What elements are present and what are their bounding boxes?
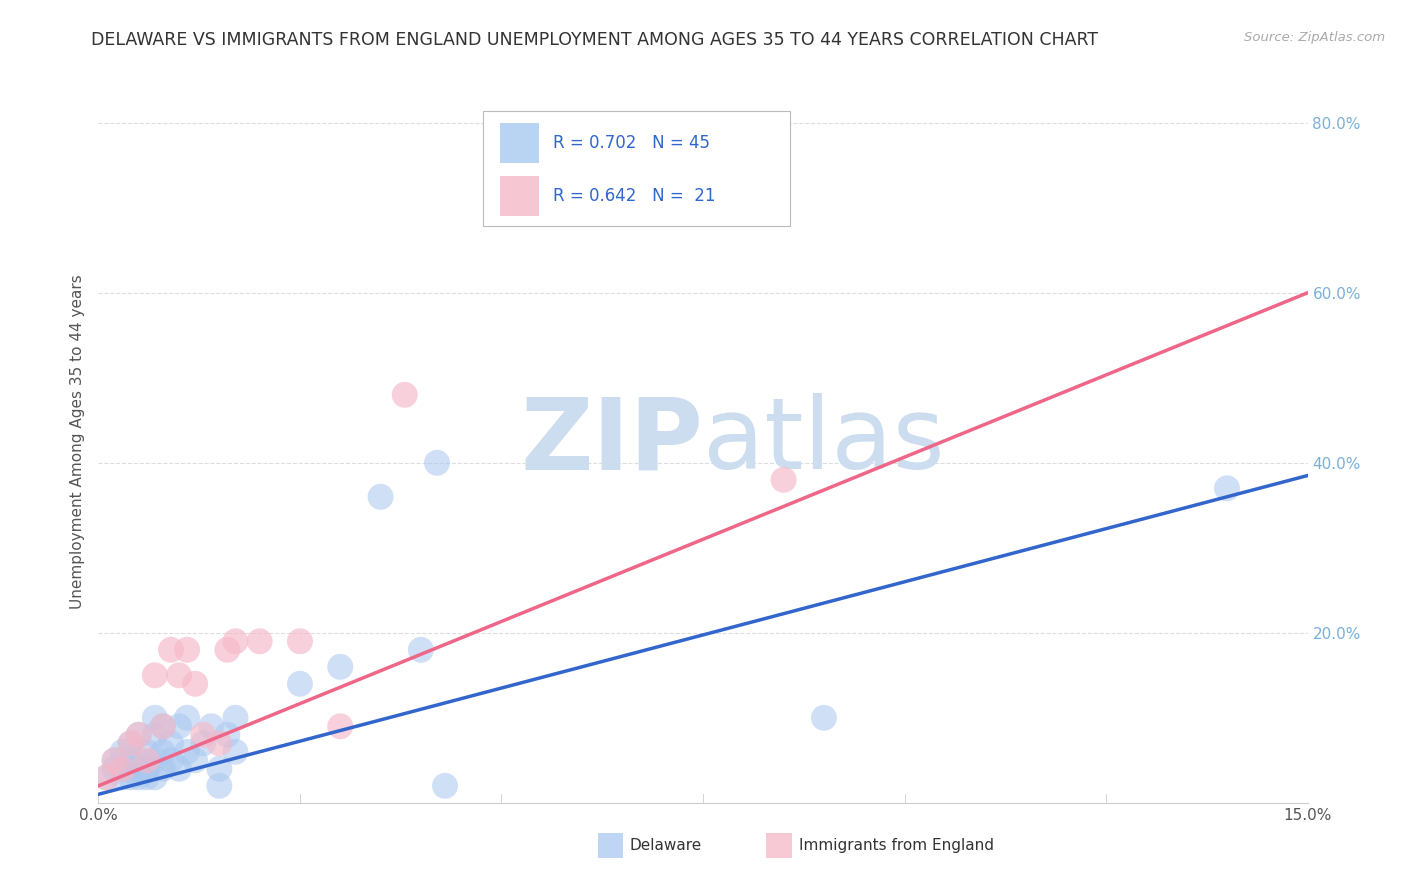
Point <box>152 762 174 776</box>
Point <box>772 473 794 487</box>
Point <box>176 642 198 657</box>
Point <box>167 762 190 776</box>
Point <box>160 753 183 767</box>
Point <box>128 728 150 742</box>
Point <box>143 770 166 784</box>
Text: Immigrants from England: Immigrants from England <box>799 838 994 853</box>
Point <box>426 456 449 470</box>
Point <box>103 762 125 776</box>
Point <box>152 719 174 733</box>
Text: atlas: atlas <box>703 393 945 490</box>
Point <box>143 668 166 682</box>
Point <box>176 711 198 725</box>
Point <box>135 753 157 767</box>
Point <box>128 762 150 776</box>
Point <box>160 642 183 657</box>
Point <box>167 719 190 733</box>
Point <box>434 779 457 793</box>
Point <box>200 719 222 733</box>
Point <box>103 753 125 767</box>
Point <box>409 642 432 657</box>
FancyBboxPatch shape <box>501 123 538 163</box>
Point <box>329 660 352 674</box>
Point <box>167 668 190 682</box>
Point <box>208 736 231 750</box>
Point <box>176 745 198 759</box>
Point <box>208 779 231 793</box>
Point <box>111 770 134 784</box>
Point <box>120 736 142 750</box>
Point <box>249 634 271 648</box>
Text: Delaware: Delaware <box>630 838 702 853</box>
Point <box>143 728 166 742</box>
Point <box>120 753 142 767</box>
FancyBboxPatch shape <box>482 112 790 227</box>
Point <box>111 762 134 776</box>
Point <box>184 677 207 691</box>
Point <box>96 770 118 784</box>
Point <box>208 762 231 776</box>
Point <box>288 677 311 691</box>
Point <box>96 770 118 784</box>
Point <box>143 711 166 725</box>
Point <box>193 728 215 742</box>
FancyBboxPatch shape <box>501 176 538 216</box>
Text: R = 0.642   N =  21: R = 0.642 N = 21 <box>553 187 716 205</box>
Point <box>394 388 416 402</box>
Point <box>152 719 174 733</box>
Text: ZIP: ZIP <box>520 393 703 490</box>
Point <box>120 770 142 784</box>
Point <box>160 736 183 750</box>
Point <box>217 728 239 742</box>
Text: R = 0.702   N = 45: R = 0.702 N = 45 <box>553 135 710 153</box>
Point <box>813 711 835 725</box>
Point <box>111 745 134 759</box>
Point <box>128 770 150 784</box>
Point <box>193 736 215 750</box>
Point <box>111 762 134 776</box>
Point <box>143 753 166 767</box>
Point <box>135 762 157 776</box>
Point <box>224 711 246 725</box>
Point <box>1216 481 1239 495</box>
Point <box>217 642 239 657</box>
Point <box>329 719 352 733</box>
Point <box>120 736 142 750</box>
Point <box>135 745 157 759</box>
Point <box>184 753 207 767</box>
Point <box>370 490 392 504</box>
Point <box>128 753 150 767</box>
Point <box>103 753 125 767</box>
Y-axis label: Unemployment Among Ages 35 to 44 years: Unemployment Among Ages 35 to 44 years <box>69 274 84 609</box>
Point <box>224 745 246 759</box>
Point <box>224 634 246 648</box>
Point <box>152 745 174 759</box>
Text: Source: ZipAtlas.com: Source: ZipAtlas.com <box>1244 31 1385 45</box>
Point <box>135 770 157 784</box>
Point <box>288 634 311 648</box>
Point <box>128 728 150 742</box>
Text: DELAWARE VS IMMIGRANTS FROM ENGLAND UNEMPLOYMENT AMONG AGES 35 TO 44 YEARS CORRE: DELAWARE VS IMMIGRANTS FROM ENGLAND UNEM… <box>91 31 1098 49</box>
